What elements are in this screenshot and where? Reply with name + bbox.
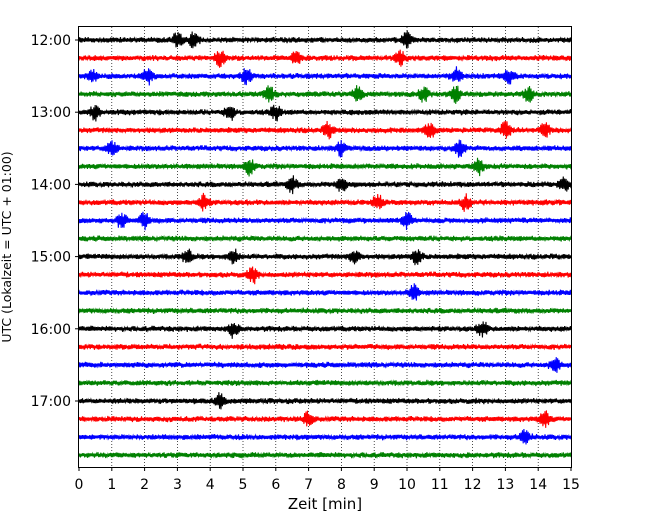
y-tick-label: 12:00 xyxy=(31,33,71,49)
x-tick-label: 6 xyxy=(271,477,280,493)
trace-row xyxy=(78,104,572,122)
trace-row xyxy=(78,121,572,140)
trace-row xyxy=(78,451,572,460)
trace-row xyxy=(78,234,572,243)
x-tick-label: 2 xyxy=(140,477,149,493)
trace-row xyxy=(78,85,572,104)
x-grid xyxy=(111,27,539,467)
x-tick-label: 7 xyxy=(304,477,313,493)
x-tick-label: 5 xyxy=(239,477,248,493)
trace-row xyxy=(78,139,572,158)
x-tick-label: 0 xyxy=(75,477,84,493)
x-tick-label: 11 xyxy=(431,477,449,493)
trace-row xyxy=(78,307,572,315)
trace-row xyxy=(78,157,572,177)
trace-row xyxy=(78,66,572,86)
trace-row xyxy=(78,357,572,373)
y-tick-label: 17:00 xyxy=(31,394,71,410)
trace-row xyxy=(78,283,572,301)
trace-row xyxy=(78,266,572,285)
trace-row xyxy=(78,428,572,445)
seismic-traces xyxy=(78,30,572,460)
y-axis: 12:00 13:00 14:00 15:00 16:00 17:00 xyxy=(31,33,79,410)
trace-row xyxy=(78,410,572,428)
x-axis: 0 1 2 3 4 5 6 7 8 9 10 11 12 13 14 15 xyxy=(75,467,580,493)
x-tick-label: 12 xyxy=(464,477,482,493)
trace-row xyxy=(78,321,572,339)
trace-row xyxy=(78,248,572,266)
trace-row xyxy=(78,49,572,68)
x-axis-label: Zeit [min] xyxy=(288,495,362,513)
y-tick-label: 16:00 xyxy=(31,322,71,338)
trace-row xyxy=(78,392,572,410)
trace-row xyxy=(78,30,572,49)
x-tick-label: 13 xyxy=(496,477,514,493)
x-tick-label: 4 xyxy=(206,477,215,493)
y-axis-label: UTC (Lokalzeit = UTC + 01:00) xyxy=(0,151,14,342)
x-tick-label: 14 xyxy=(529,477,547,493)
x-tick-label: 3 xyxy=(173,477,182,493)
y-tick-label: 14:00 xyxy=(31,177,71,193)
y-tick-label: 13:00 xyxy=(31,105,71,121)
x-tick-label: 15 xyxy=(562,477,580,493)
x-tick-label: 10 xyxy=(398,477,416,493)
trace-row xyxy=(78,343,572,351)
x-tick-label: 8 xyxy=(337,477,346,493)
x-tick-label: 9 xyxy=(370,477,379,493)
trace-row xyxy=(78,175,572,195)
plot-frame xyxy=(78,26,572,468)
trace-row xyxy=(78,379,572,387)
y-tick-label: 15:00 xyxy=(31,250,71,266)
trace-row xyxy=(78,192,572,212)
x-tick-label: 1 xyxy=(107,477,116,493)
trace-row xyxy=(78,211,572,231)
